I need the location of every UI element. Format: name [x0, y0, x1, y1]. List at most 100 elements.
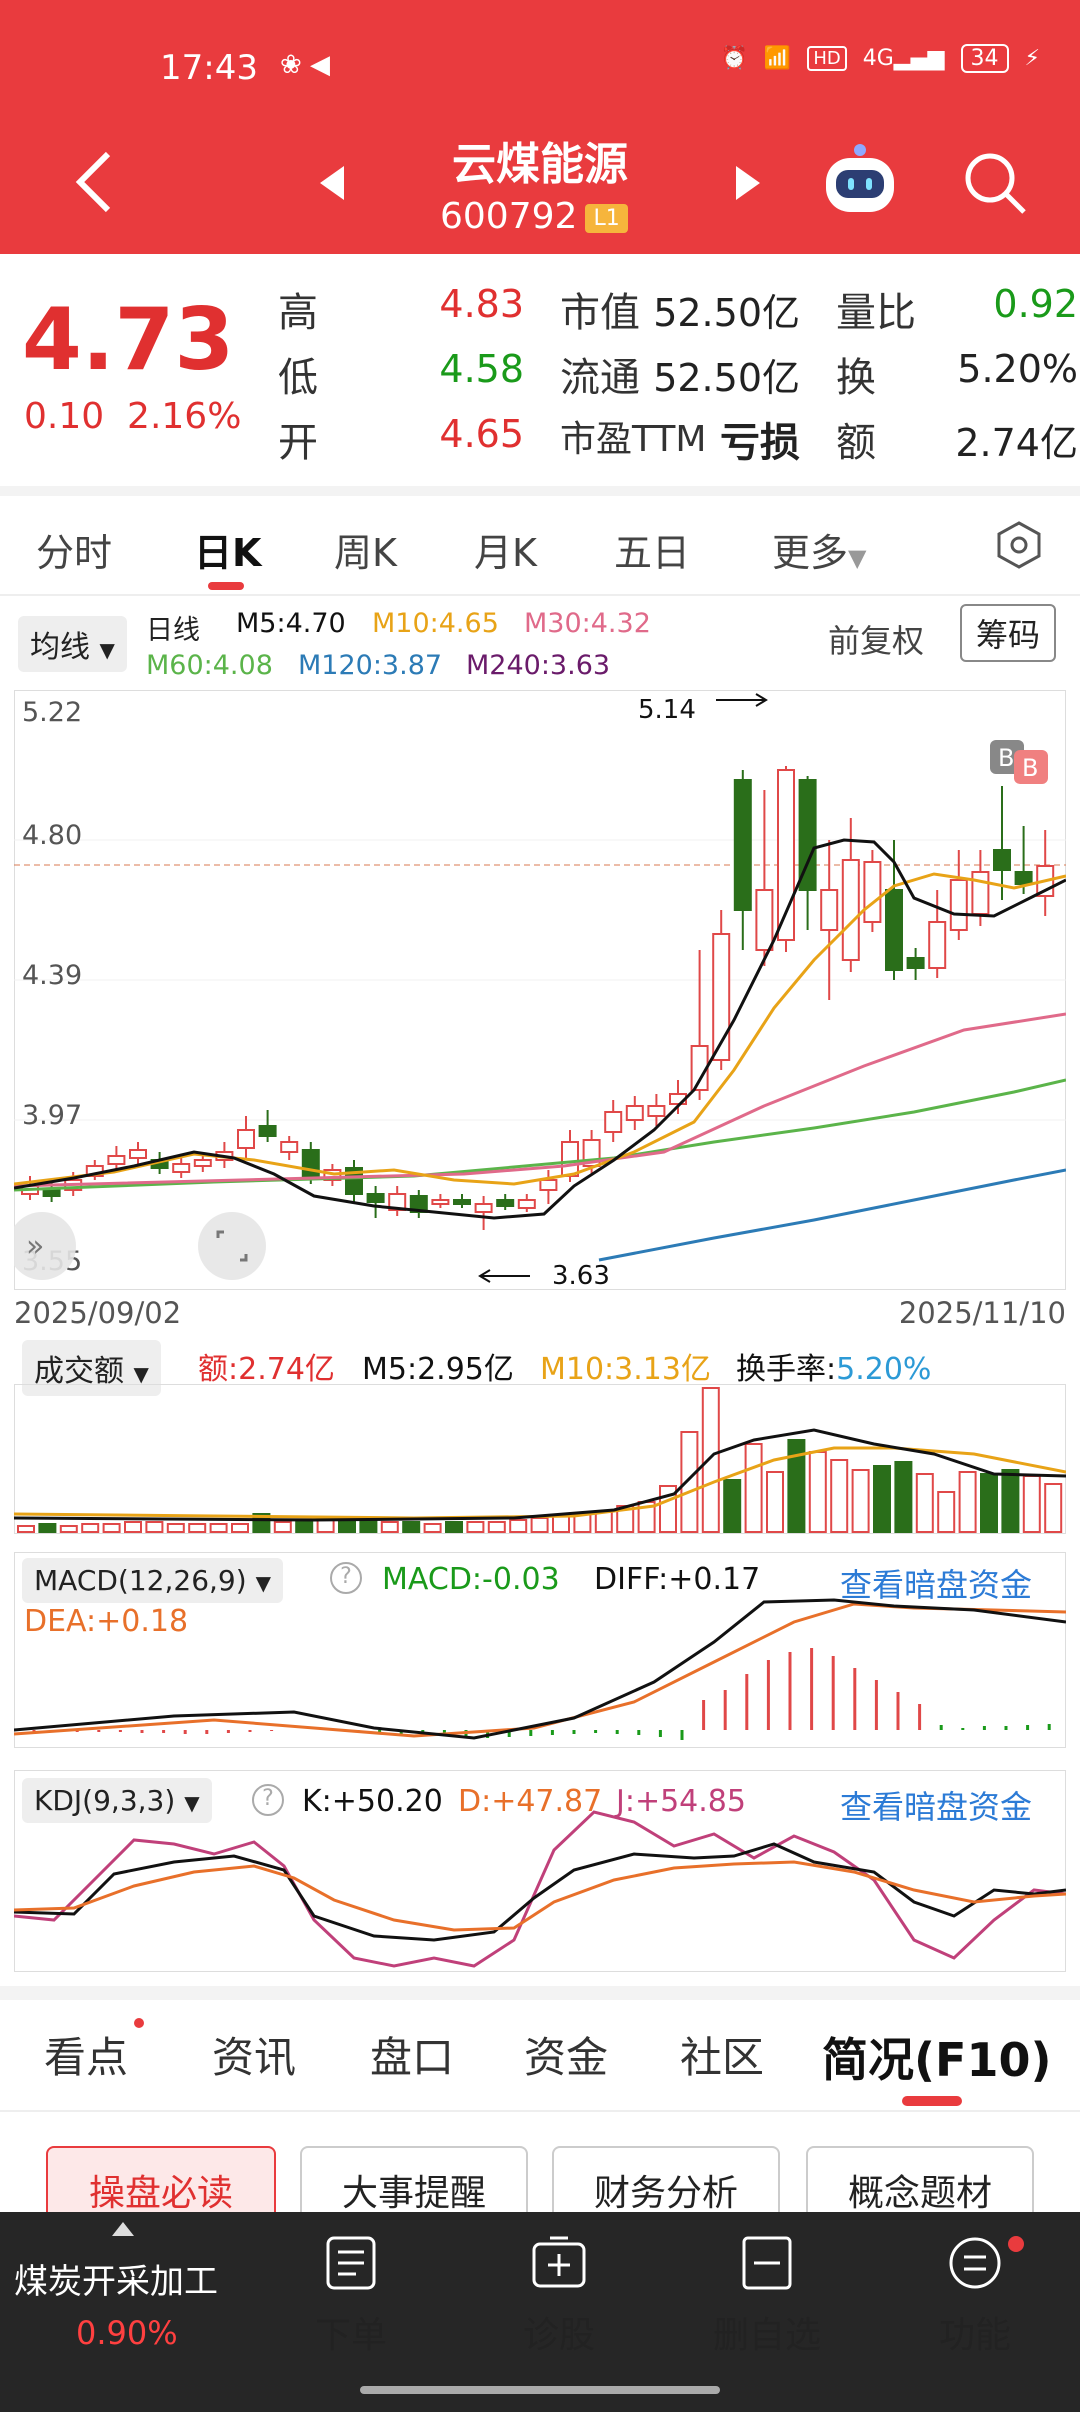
stock-code-text: 600792 [440, 196, 578, 237]
open-label: 开 [278, 420, 318, 466]
settings-hexagon-icon[interactable] [994, 520, 1044, 570]
tab-community[interactable]: 社区 [680, 2033, 765, 2082]
pe-label: 市盈TTM [560, 419, 707, 460]
volume-m5-line [14, 1428, 1066, 1522]
arrow-left-icon [478, 1269, 530, 1283]
dark-pool-link[interactable]: 查看暗盘资金 [840, 1566, 1033, 1604]
tab-capital-flow[interactable]: 资金 [524, 2033, 609, 2082]
divider [0, 486, 1080, 496]
kdj-chart[interactable] [14, 1770, 1066, 1972]
d-line [14, 1860, 1066, 1932]
tab-f10-overview[interactable]: 简况(F10) [822, 2033, 1052, 2087]
y-tick: 5.22 [22, 697, 82, 728]
volume-m10-line [14, 1446, 1066, 1520]
volume-bar [231, 1523, 249, 1533]
nav-diagnose-stock[interactable]: 诊股 [494, 2234, 624, 2358]
ma30: M30:4.32 [524, 608, 651, 639]
diagnose-icon [532, 2236, 586, 2288]
turnover-rate: 换手率:5.20% [736, 1344, 931, 1388]
candle [107, 1146, 126, 1170]
status-bar-right: ⏰ 📶 HD 4G▂▄▆ 34 ⚡ [721, 44, 1040, 73]
candle [690, 950, 709, 1100]
nav-remove-watchlist[interactable]: 删自选 [702, 2234, 832, 2358]
tab-monthly-k[interactable]: 月K [474, 531, 537, 575]
macd-selector[interactable]: MACD(12,26,9) ▼ [22, 1558, 283, 1603]
buy-signal-marker[interactable]: B [1014, 750, 1048, 784]
candlestick-chart[interactable]: 5.22 4.80 4.39 3.97 3.55 5.14 3.63 B B » [14, 690, 1066, 1290]
volume-bar [1001, 1469, 1020, 1533]
caret-down-icon: ▼ [848, 544, 867, 572]
vol-ratio-label: 量比 [836, 290, 916, 336]
alarm-icon: ⏰ [720, 46, 748, 71]
tab-highlights[interactable]: 看点 [44, 2033, 129, 2082]
chip-major-events[interactable]: 大事提醒 [300, 2146, 528, 2222]
volume-m5: M5:2.95亿 [362, 1352, 514, 1387]
pe-value: 亏损 [720, 420, 800, 466]
turnover-rate-label: 换手率: [736, 1352, 837, 1387]
caret-up-icon[interactable] [112, 2222, 134, 2236]
tab-daily-k[interactable]: 日K [194, 531, 262, 575]
candle [1014, 826, 1033, 894]
candle [237, 1116, 255, 1158]
indicator-selector[interactable]: 均线 ▼ [18, 616, 127, 672]
volume-bar [873, 1465, 891, 1533]
status-time: 17:43 [160, 48, 258, 88]
tab-more[interactable]: 更多▼ [772, 522, 866, 577]
back-icon[interactable] [74, 150, 114, 214]
dark-pool-link[interactable]: 查看暗盘资金 [840, 1788, 1033, 1826]
active-tab-underline [902, 2096, 962, 2106]
ma240-line [598, 1168, 1066, 1262]
candle [906, 948, 925, 980]
candle [993, 786, 1011, 900]
candle [841, 818, 860, 972]
candle [820, 840, 839, 1000]
tab-news[interactable]: 资讯 [212, 2033, 297, 2082]
chip-distribution-button[interactable]: 筹码 [960, 604, 1057, 662]
help-icon[interactable]: ? [252, 1784, 284, 1816]
next-stock-icon[interactable] [734, 166, 760, 200]
macd-chart[interactable] [14, 1552, 1066, 1748]
volume-bar [894, 1461, 913, 1533]
volume-chart[interactable] [14, 1384, 1066, 1534]
candle [345, 1160, 363, 1202]
chip-trading-guide[interactable]: 操盘必读 [46, 2146, 276, 2222]
prev-stock-icon[interactable] [320, 166, 346, 200]
volume-bar [17, 1525, 35, 1533]
nav-functions[interactable]: 功能 [910, 2234, 1040, 2358]
volume-bar [38, 1523, 57, 1533]
search-icon[interactable] [962, 150, 1028, 216]
chip-financial-analysis[interactable]: 财务分析 [552, 2146, 780, 2222]
candle [172, 1156, 191, 1178]
volume-bar [766, 1471, 784, 1533]
kdj-selector[interactable]: KDJ(9,3,3) ▼ [22, 1778, 212, 1823]
active-tab-underline [208, 582, 244, 590]
chip-concept-themes[interactable]: 概念题材 [806, 2146, 1034, 2222]
low-marker-label: 3.63 [552, 1261, 610, 1290]
candle [258, 1110, 277, 1142]
volume-bar [530, 1517, 549, 1533]
nav-place-order[interactable]: 下单 [286, 2234, 416, 2358]
turnover-label: 换 [836, 355, 876, 401]
tab-order-book[interactable]: 盘口 [370, 2033, 455, 2082]
sector-name[interactable]: 煤炭开采加工 [14, 2262, 218, 2302]
robot-assistant-icon[interactable] [820, 140, 900, 220]
y-tick: 4.39 [22, 960, 82, 991]
app-header: 17:43 ❀ ◀ ⏰ 📶 HD 4G▂▄▆ 34 ⚡ 云煤能源 600792 L… [0, 0, 1080, 254]
help-icon[interactable]: ? [330, 1562, 362, 1594]
ma-type: 日线 [146, 615, 200, 646]
caret-down-icon: ▼ [133, 1362, 149, 1386]
expand-chart-icon[interactable]: » [14, 1212, 76, 1280]
tab-five-day[interactable]: 五日 [614, 531, 691, 575]
ma120: M120:3.87 [298, 650, 443, 681]
adjust-mode[interactable]: 前复权 [828, 622, 925, 660]
fullscreen-icon[interactable] [198, 1212, 266, 1280]
tab-weekly-k[interactable]: 周K [334, 531, 397, 575]
candle [604, 1100, 623, 1142]
tab-intraday[interactable]: 分时 [36, 531, 113, 575]
j-value: J:+54.85 [616, 1784, 746, 1819]
candle [496, 1194, 515, 1210]
divider [0, 594, 1080, 596]
candle [885, 840, 903, 980]
price-change: 0.10 2.16% [24, 396, 241, 437]
open-value: 4.65 [439, 412, 524, 456]
